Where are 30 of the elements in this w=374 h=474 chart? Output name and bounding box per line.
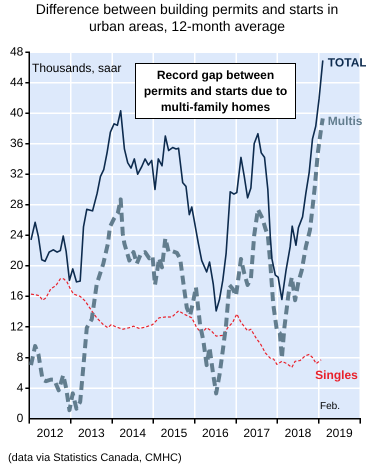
- y-tick-label: 40: [10, 105, 24, 120]
- text: (data via Statistics Canada, CMHC): [8, 452, 182, 464]
- x-tick-label: 2019: [326, 426, 354, 440]
- x-tick-label: 2015: [160, 426, 188, 440]
- x-tick-label: 2017: [243, 426, 270, 440]
- x-tick-label: 2012: [36, 426, 64, 440]
- y-tick-label: 48: [10, 44, 24, 58]
- y-tick-label: 20: [10, 258, 24, 272]
- y-tick-label: 8: [16, 350, 24, 364]
- y-tick-label: 44: [10, 74, 24, 89]
- y-tick-label: 12: [10, 319, 24, 334]
- x-tick-label: 2014: [119, 426, 146, 440]
- y-tick-label: 0: [16, 410, 24, 425]
- y-tick-label: 16: [10, 288, 24, 303]
- annotation: Record gap between permits and starts due to multi-family homes: [135, 63, 296, 119]
- y-tick-label: 32: [10, 166, 24, 181]
- chart-title: Difference between building permits and starts in urban areas, 12-month average: [34, 1, 340, 35]
- annotation: Thousands, saar: [32, 61, 122, 75]
- series-label: Multis: [328, 114, 363, 128]
- y-tick-label: 28: [10, 197, 24, 212]
- y-tick-label: 4: [16, 380, 24, 394]
- y-tick-label: 24: [10, 228, 24, 242]
- x-tick-label: 2018: [284, 426, 312, 440]
- series-label: Singles: [315, 368, 358, 382]
- x-tick-label: 2013: [78, 426, 106, 440]
- x-tick-label: 2016: [202, 426, 230, 440]
- line-series: [30, 278, 322, 368]
- annotation: Feb.: [320, 401, 340, 412]
- series-label: TOTAL: [328, 56, 367, 70]
- y-tick-label: 36: [10, 136, 24, 150]
